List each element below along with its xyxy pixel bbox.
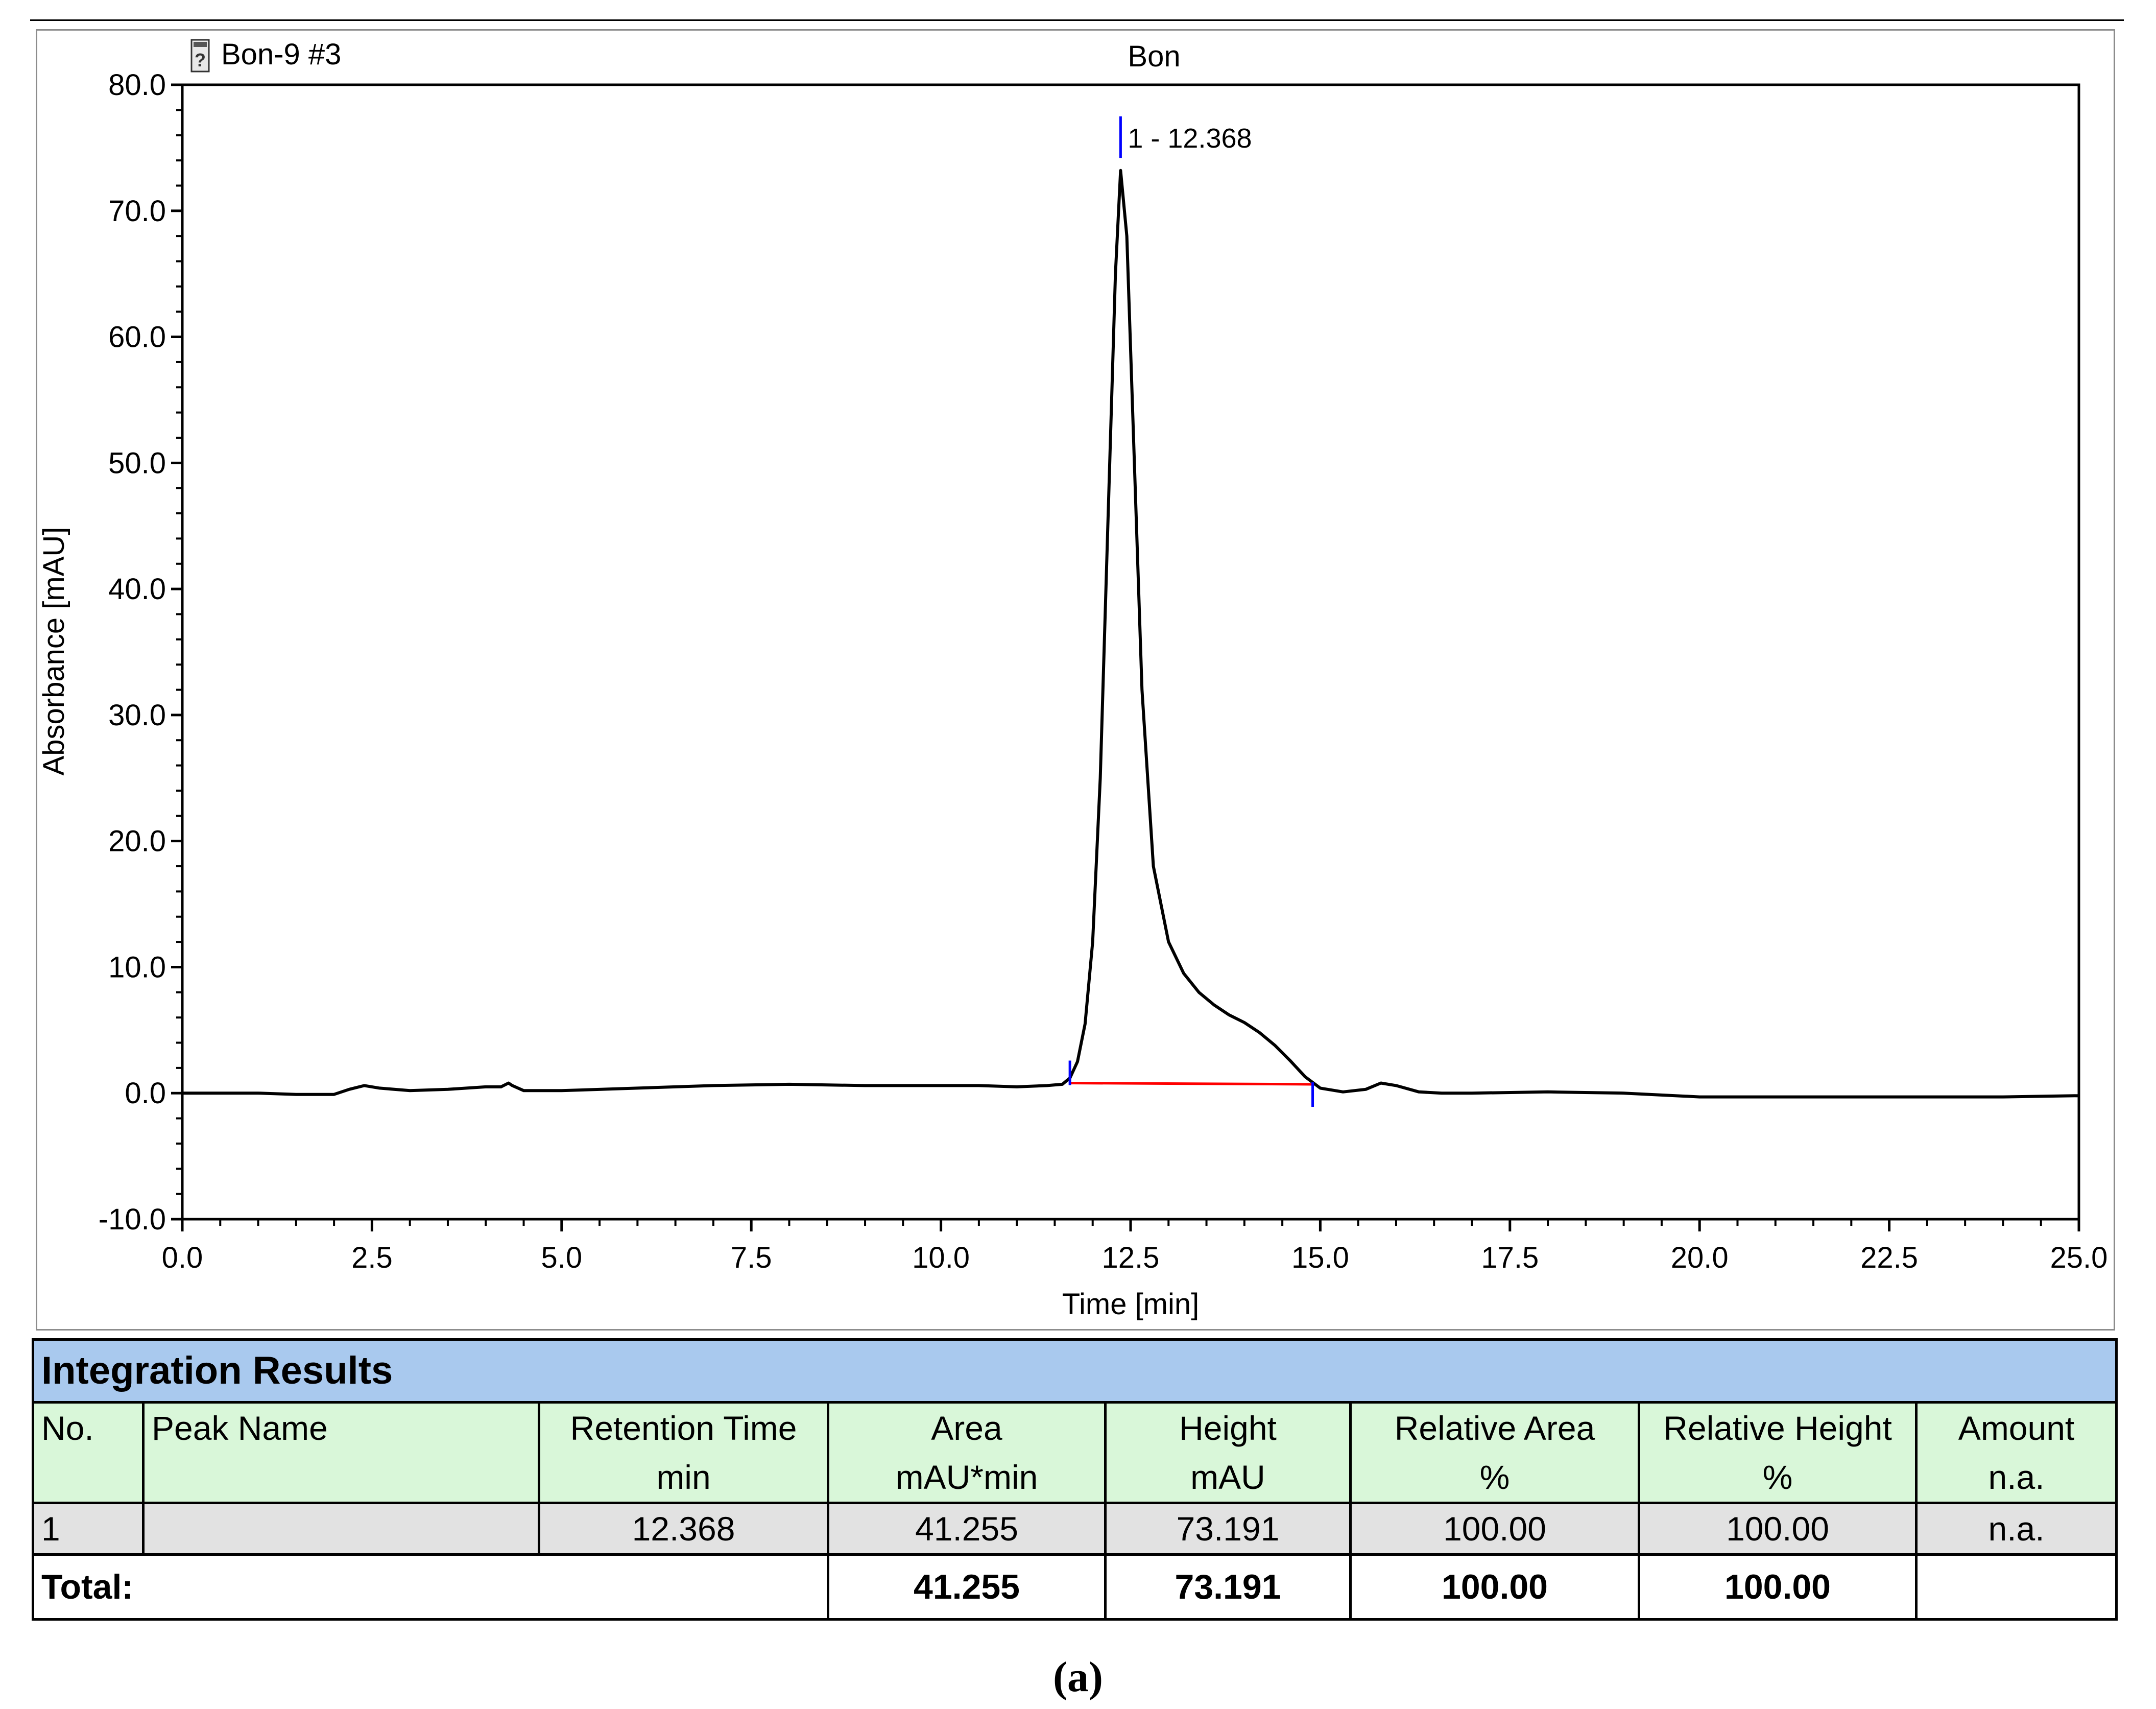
series-layer bbox=[182, 169, 2079, 1099]
y-tick-label: 40.0 bbox=[108, 573, 166, 606]
total-label: Total: bbox=[32, 1553, 829, 1621]
header-relative-area: Relative Area% bbox=[1349, 1401, 1640, 1504]
results-header-row: No. Peak Name Retention Time min Area mAU*… bbox=[32, 1401, 2118, 1504]
total-relative-height: 100.00 bbox=[1638, 1553, 1918, 1621]
cell-area: 41.255 bbox=[827, 1502, 1107, 1556]
x-tick-label: 25.0 bbox=[2050, 1241, 2108, 1274]
results-title: Integration Results bbox=[31, 1338, 2118, 1404]
top-rule bbox=[30, 19, 2124, 21]
x-tick-label: 2.5 bbox=[351, 1241, 393, 1274]
cell-relative-area: 100.00 bbox=[1349, 1502, 1640, 1556]
integration-baseline bbox=[1070, 1081, 1313, 1086]
header-height: Height mAU bbox=[1104, 1401, 1352, 1504]
total-amount bbox=[1914, 1553, 2118, 1621]
header-area: Area mAU*min bbox=[827, 1401, 1107, 1504]
x-axis: 0.0 2.5 5.0 7.5 10.0 12.5 15.0 17.5 20.0 22.5 25.0 bbox=[162, 1219, 2108, 1274]
y-tick-label: 70.0 bbox=[108, 195, 166, 228]
cell-amount: n.a. bbox=[1914, 1502, 2118, 1556]
cell-retention-time: 12.368 bbox=[538, 1502, 829, 1556]
header-retention-time: Retention Time min bbox=[538, 1401, 829, 1504]
x-tick-label: 15.0 bbox=[1291, 1241, 1349, 1274]
header-peak-name: Peak Name bbox=[142, 1401, 540, 1504]
y-axis-label: Absorbance [mAU] bbox=[37, 527, 70, 776]
figure-caption: (a) bbox=[1053, 1653, 1103, 1701]
header-amount: Amount n.a. bbox=[1914, 1401, 2118, 1504]
document-icon: ? bbox=[190, 39, 210, 73]
sample-label: Bon-9 #3 bbox=[221, 38, 341, 71]
chart-title: Bon bbox=[1128, 40, 1180, 73]
y-tick-label: 30.0 bbox=[108, 699, 166, 732]
header-relative-height: Relative Height% bbox=[1638, 1401, 1918, 1504]
cell-relative-height: 100.00 bbox=[1638, 1502, 1918, 1556]
cell-height: 73.191 bbox=[1104, 1502, 1352, 1556]
x-tick-label: 7.5 bbox=[731, 1241, 772, 1274]
x-tick-label: 22.5 bbox=[1860, 1241, 1918, 1274]
table-row: 1 12.368 41.255 73.191 100.00 100.00 n.a… bbox=[32, 1502, 2118, 1556]
y-tick-label: 60.0 bbox=[108, 321, 166, 354]
cell-no: 1 bbox=[32, 1502, 145, 1556]
plot-area bbox=[181, 83, 2080, 1221]
total-relative-area: 100.00 bbox=[1349, 1553, 1640, 1621]
x-tick-label: 5.0 bbox=[541, 1241, 582, 1274]
y-tick-label: -10.0 bbox=[99, 1203, 166, 1236]
chromatogram-panel: ? Bon-9 #3 Bon -10.0 0.0 10.0 20.0 30.0 40.0 5… bbox=[36, 29, 2115, 1331]
svg-text:?: ? bbox=[195, 50, 206, 70]
chromatogram-line bbox=[182, 169, 2079, 1099]
y-tick-label: 0.0 bbox=[125, 1077, 166, 1110]
total-height: 73.191 bbox=[1104, 1553, 1352, 1621]
total-area: 41.255 bbox=[827, 1553, 1107, 1621]
y-tick-label: 50.0 bbox=[108, 446, 166, 480]
peak-marker-layer: 1 - 12.368 bbox=[1068, 116, 1314, 1107]
chromatogram-chart: ? Bon-9 #3 Bon -10.0 0.0 10.0 20.0 30.0 40.0 5… bbox=[37, 38, 2108, 1321]
x-tick-label: 12.5 bbox=[1102, 1241, 1160, 1274]
y-tick-label: 20.0 bbox=[108, 825, 166, 858]
y-tick-label: 80.0 bbox=[108, 68, 166, 102]
integration-results-table: Integration Results No. Peak Name Retent… bbox=[31, 1338, 2118, 1621]
x-tick-label: 0.0 bbox=[162, 1241, 203, 1274]
peak-annotation: 1 - 12.368 bbox=[1128, 123, 1252, 154]
x-tick-label: 10.0 bbox=[912, 1241, 970, 1274]
x-axis-label: Time [min] bbox=[1062, 1288, 1200, 1321]
header-no: No. bbox=[32, 1401, 145, 1504]
total-row: Total: 41.255 73.191 100.00 100.00 bbox=[32, 1553, 2118, 1621]
cell-peak-name bbox=[142, 1502, 540, 1556]
x-tick-label: 17.5 bbox=[1481, 1241, 1539, 1274]
y-axis: -10.0 0.0 10.0 20.0 30.0 40.0 50.0 60.0 70.0 80.0 bbox=[99, 68, 182, 1236]
y-tick-label: 10.0 bbox=[108, 951, 166, 984]
x-tick-label: 20.0 bbox=[1671, 1241, 1729, 1274]
